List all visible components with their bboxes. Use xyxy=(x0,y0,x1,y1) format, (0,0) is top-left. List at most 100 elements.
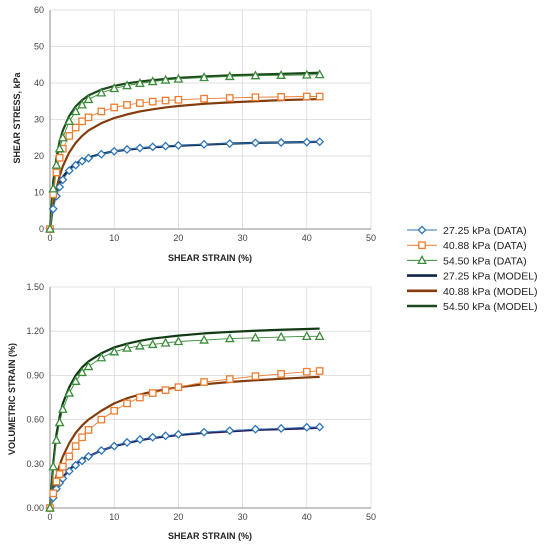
data-point xyxy=(160,337,171,347)
y-tick-label: 0.30 xyxy=(26,459,44,469)
data-point xyxy=(55,470,64,478)
data-point xyxy=(97,107,106,116)
legend-label: 27.25 kPa (DATA) xyxy=(443,225,527,237)
data-point xyxy=(302,367,311,376)
x-axis-title: SHEAR STRAIN (%) xyxy=(168,253,252,263)
data-point xyxy=(83,94,94,104)
data-point xyxy=(315,137,325,147)
data-point xyxy=(122,342,132,352)
data-point xyxy=(84,113,93,122)
data-point xyxy=(173,140,183,150)
data-point xyxy=(148,389,157,397)
legend-label: 40.88 kPa (MODEL) xyxy=(443,286,538,298)
y-tick-label: 0.60 xyxy=(26,415,44,425)
data-point xyxy=(148,142,158,152)
data-point xyxy=(225,426,235,436)
data-point xyxy=(58,462,67,471)
data-point xyxy=(148,432,158,442)
data-point xyxy=(200,378,208,386)
legend-entry: 40.88 kPa (MODEL) xyxy=(407,286,538,298)
data-point xyxy=(160,74,171,84)
data-point xyxy=(52,168,61,177)
y-axis-title: SHEAR STRESS, kPa xyxy=(12,71,22,163)
data-point xyxy=(173,73,184,83)
data-point xyxy=(277,93,285,101)
data-point xyxy=(54,143,65,153)
data-point xyxy=(225,94,234,102)
data-point xyxy=(136,393,144,402)
data-point xyxy=(52,477,61,486)
data-point xyxy=(96,87,107,97)
data-point xyxy=(109,346,120,356)
data-point xyxy=(134,78,145,88)
data-point xyxy=(315,422,325,432)
data-point xyxy=(147,76,158,86)
data-point xyxy=(250,70,261,80)
data-point xyxy=(77,367,87,377)
data-point xyxy=(224,333,235,343)
data-point xyxy=(199,427,209,437)
data-point xyxy=(57,132,68,142)
data-point xyxy=(199,72,209,82)
data-point xyxy=(147,339,158,349)
legend-marker xyxy=(418,241,426,250)
data-point xyxy=(301,330,312,341)
data-point xyxy=(65,452,74,461)
data-point xyxy=(110,103,119,112)
x-tick-label: 0 xyxy=(47,233,52,243)
data-point xyxy=(199,334,209,344)
data-point xyxy=(51,434,62,444)
model-curve xyxy=(48,375,320,509)
x-tick-label: 30 xyxy=(238,233,248,243)
data-point xyxy=(48,204,58,214)
legend-marker xyxy=(417,255,427,265)
data-point xyxy=(55,182,65,192)
volumetric-strain-chart: 0.00 0.30 0.60 0.90 1.20 1.50 0 10 20 30 40 50 SHEA… xyxy=(7,282,376,541)
data-point xyxy=(77,99,87,109)
data-point xyxy=(65,132,74,140)
data-point xyxy=(71,460,81,470)
legend-entry: 27.25 kPa (DATA) xyxy=(407,225,527,237)
data-point xyxy=(224,71,235,81)
model-curve xyxy=(48,97,320,230)
y-tick-label: 50 xyxy=(34,42,44,52)
data-point xyxy=(51,159,62,169)
y-tick-label: 40 xyxy=(34,78,44,88)
data-point xyxy=(58,175,68,185)
data-point xyxy=(276,331,287,341)
x-tick-label: 30 xyxy=(238,512,248,522)
x-tick-label: 20 xyxy=(173,233,183,243)
x-tick-label: 50 xyxy=(366,512,376,522)
legend-entry: 54.50 kPa (MODEL) xyxy=(407,301,538,313)
data-series-line xyxy=(49,370,320,509)
data-point xyxy=(276,137,286,148)
y-tick-label: 30 xyxy=(34,115,44,125)
y-tick-label: 20 xyxy=(34,151,44,161)
data-point xyxy=(135,434,145,445)
y-tick-label: 1.50 xyxy=(26,282,44,292)
legend-label: 27.25 kPa (MODEL) xyxy=(443,271,538,283)
data-point xyxy=(71,442,80,450)
data-point xyxy=(161,96,170,105)
model-curve xyxy=(48,426,320,509)
data-point xyxy=(84,451,94,461)
data-point xyxy=(302,92,311,101)
data-point xyxy=(77,156,87,166)
data-point xyxy=(97,415,106,424)
data-point xyxy=(225,139,235,149)
legend-label: 54.50 kPa (MODEL) xyxy=(443,301,538,313)
data-point xyxy=(314,330,325,341)
data-series-line xyxy=(49,335,320,509)
x-tick-label: 50 xyxy=(366,233,376,243)
data-point xyxy=(123,399,131,408)
data-point xyxy=(314,69,325,79)
data-point xyxy=(173,429,183,439)
data-point xyxy=(174,383,183,392)
data-point xyxy=(78,117,86,126)
data-point xyxy=(48,461,59,471)
data-point xyxy=(64,166,74,176)
data-point xyxy=(148,97,157,106)
data-point xyxy=(251,372,260,380)
data-point xyxy=(225,375,234,383)
